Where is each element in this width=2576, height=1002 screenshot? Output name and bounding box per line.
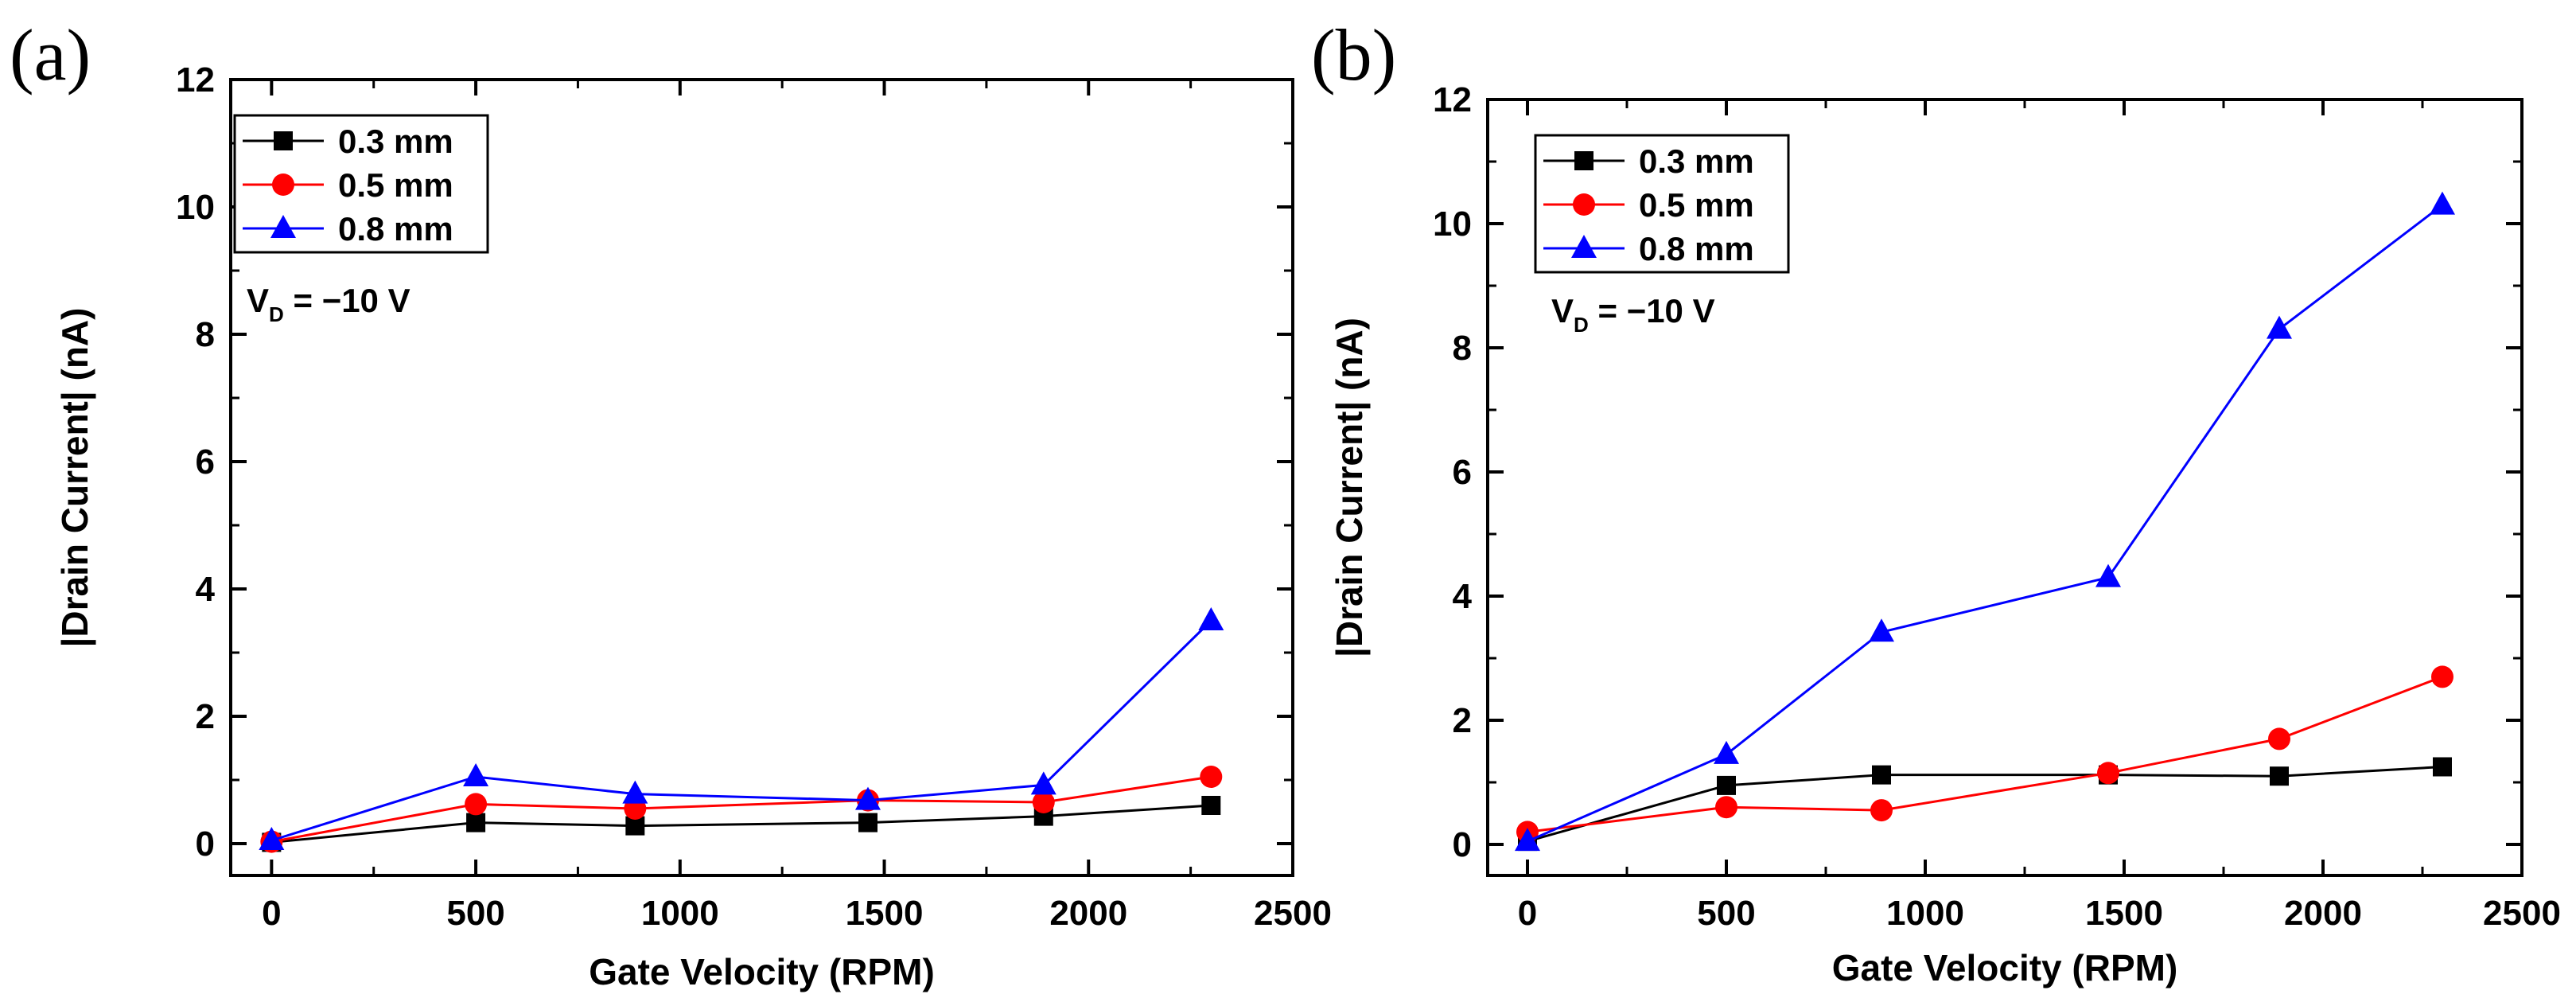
legend-label: 0.8 mm <box>338 210 453 248</box>
chart-panel-a: (a) 0 500 1000 1500 2000 2500 0 2 4 6 8 10 12 Gate Vel… <box>10 14 1332 992</box>
panel-label: (a) <box>10 14 91 96</box>
data-point <box>259 827 285 850</box>
y-tick-label: 6 <box>1453 453 1472 492</box>
data-point <box>2270 766 2289 786</box>
x-axis-title: Gate Velocity (RPM) <box>589 951 935 992</box>
series-line <box>270 619 1212 842</box>
data-point <box>463 763 489 786</box>
y-tick-label: 0 <box>196 825 215 864</box>
x-tick-label: 1500 <box>846 894 924 933</box>
series-0-5-mm <box>260 766 1223 853</box>
legend-label: 0.5 mm <box>1639 186 1754 224</box>
series-0-5-mm <box>1516 665 2453 844</box>
data-point <box>1198 607 1224 630</box>
series-0-3-mm <box>1518 757 2452 852</box>
x-tick-label: 1000 <box>1886 894 1964 933</box>
data-point <box>1201 796 1221 815</box>
data-point <box>858 813 877 832</box>
y-tick-label: 12 <box>1433 80 1472 119</box>
x-axis-title: Gate Velocity (RPM) <box>1832 947 2178 988</box>
legend-marker <box>1573 193 1595 216</box>
data-point <box>855 786 881 810</box>
legend: 0.3 mm 0.5 mm 0.8 mm <box>233 114 489 254</box>
annotation-vd: VD = −10 V <box>247 282 411 326</box>
x-tick-label: 2000 <box>2284 894 2362 933</box>
y-tick-label: 0 <box>1453 825 1472 864</box>
data-point <box>2431 665 2453 688</box>
legend-marker <box>274 131 293 150</box>
data-point <box>1715 796 1737 819</box>
data-point <box>2267 315 2292 339</box>
legend-marker <box>1574 151 1593 170</box>
series-line <box>1527 675 2443 833</box>
x-tick-label: 0 <box>262 894 281 933</box>
data-point <box>1032 791 1055 813</box>
x-tick-label: 2500 <box>1254 894 1332 933</box>
legend-marker <box>1571 235 1597 258</box>
legend-label: 0.3 mm <box>338 123 453 160</box>
x-tick-label: 1000 <box>641 894 719 933</box>
plot-frame <box>229 78 1294 877</box>
legend-label: 0.5 mm <box>338 166 453 204</box>
x-tick-label: 0 <box>1518 894 1537 933</box>
y-axis-title: |Drain Current| (nA) <box>1329 318 1370 657</box>
y-tick-label: 10 <box>176 188 215 227</box>
series-line <box>1527 204 2443 843</box>
series-0-8-mm <box>1515 191 2455 852</box>
legend: 0.3 mm 0.5 mm 0.8 mm <box>1534 134 1790 274</box>
plot-frame <box>1486 98 2523 877</box>
x-tick-label: 2000 <box>1049 894 1127 933</box>
y-tick-label: 4 <box>196 570 216 609</box>
y-tick-label: 2 <box>1453 701 1472 740</box>
y-tick-label: 2 <box>196 697 215 736</box>
y-tick-label: 6 <box>196 443 215 482</box>
x-tick-label: 500 <box>446 894 504 933</box>
x-tick-label: 1500 <box>2085 894 2163 933</box>
data-point <box>465 793 488 816</box>
data-point <box>1869 618 1894 642</box>
data-point <box>1030 771 1056 795</box>
series-line <box>271 804 1212 844</box>
data-point <box>1717 775 1736 795</box>
y-tick-label: 8 <box>1453 329 1472 368</box>
legend-marker <box>270 215 296 238</box>
data-point <box>1515 828 1540 852</box>
data-point <box>2097 762 2119 785</box>
y-tick-label: 12 <box>176 60 215 99</box>
panel-label: (b) <box>1311 14 1396 96</box>
y-tick-label: 4 <box>1453 577 1473 616</box>
data-point <box>2268 727 2290 751</box>
data-point <box>2433 757 2452 777</box>
y-tick-label: 8 <box>196 315 215 354</box>
y-tick-label: 10 <box>1433 205 1472 244</box>
series-0-8-mm <box>259 607 1224 850</box>
x-tick-label: 2500 <box>2483 894 2561 933</box>
legend-marker <box>272 173 294 196</box>
data-point <box>466 813 486 832</box>
data-point <box>2430 191 2455 215</box>
chart-panel-b: (b) 0 500 1000 1500 2000 2500 0 2 4 6 8 10 12 Gate Vel… <box>1311 14 2561 988</box>
series-line <box>1527 766 2443 843</box>
legend-label: 0.8 mm <box>1639 230 1754 267</box>
data-point <box>1200 766 1223 788</box>
legend-label: 0.3 mm <box>1639 142 1754 180</box>
annotation-vd: VD = −10 V <box>1551 292 1715 337</box>
data-point <box>622 780 648 804</box>
series-line <box>271 775 1212 844</box>
y-axis-title: |Drain Current| (nA) <box>54 308 95 648</box>
x-tick-label: 500 <box>1697 894 1755 933</box>
data-point <box>1714 740 1739 764</box>
data-point <box>2095 563 2121 587</box>
data-point <box>1870 799 1893 822</box>
data-point <box>1872 765 1891 785</box>
